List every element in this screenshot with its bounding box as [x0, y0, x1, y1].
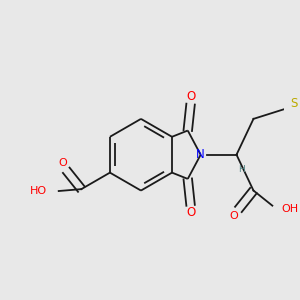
Text: O: O	[229, 211, 238, 221]
Text: OH: OH	[282, 204, 299, 214]
Text: O: O	[58, 158, 67, 168]
Text: N: N	[196, 148, 205, 161]
Text: O: O	[186, 206, 195, 219]
Text: O: O	[186, 90, 195, 103]
Text: H: H	[238, 165, 244, 174]
Text: S: S	[290, 97, 298, 110]
Text: HO: HO	[30, 186, 47, 196]
